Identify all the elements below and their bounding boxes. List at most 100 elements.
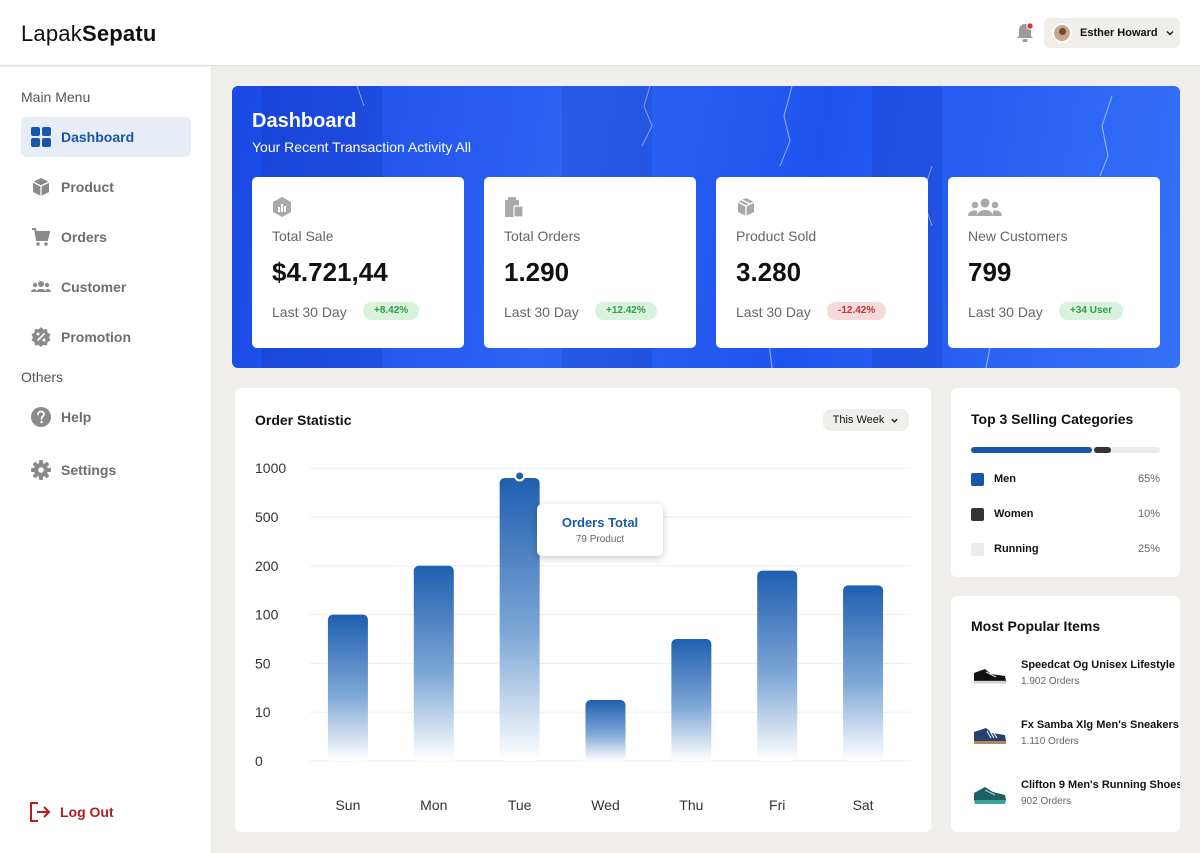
stat-card-total-sale[interactable]: Total Sale $4.721,44 Last 30 Day +8.42% (252, 177, 464, 348)
change-badge: +12.42% (595, 302, 657, 320)
logout-icon (30, 802, 51, 822)
user-name: Esther Howard (1080, 27, 1158, 39)
avatar (1052, 23, 1072, 43)
category-row-running: Running 25% (971, 542, 1160, 556)
bar-tue[interactable] (499, 477, 540, 761)
bar-mon[interactable] (413, 565, 454, 761)
x-tick-label: Mon (420, 797, 447, 813)
orders-total-tooltip: Orders Total 79 Product (537, 504, 663, 556)
sidebar-item-label: Orders (61, 229, 107, 245)
chevron-down-icon (1166, 31, 1174, 36)
bar-wed[interactable] (585, 700, 626, 761)
legend-swatch (971, 507, 984, 521)
sidebar-item-orders[interactable]: Orders (21, 217, 191, 257)
legend-swatch (971, 542, 984, 556)
stat-label: Product Sold (736, 228, 817, 244)
y-tick-label: 100 (255, 607, 279, 623)
highlight-point (514, 470, 526, 482)
blue-sneaker-icon (974, 728, 1006, 744)
item-orders: 902 Orders (1021, 796, 1072, 807)
item-orders: 1.110 Orders (1021, 736, 1079, 747)
range-select[interactable]: This Week (823, 409, 909, 431)
gear-icon (31, 460, 51, 480)
stat-card-product-sold[interactable]: Product Sold 3.280 Last 30 Day -12.42% (716, 177, 928, 348)
percent-badge-icon (31, 327, 51, 347)
popular-item[interactable]: Speedcat Og Unisex Lifestyle 1.902 Order… (971, 657, 1180, 691)
category-name: Women (994, 508, 1034, 520)
category-name: Running (994, 543, 1039, 555)
sidebar-item-help[interactable]: Help (21, 397, 191, 437)
stat-label: Total Orders (504, 228, 581, 244)
grid-icon (31, 127, 51, 147)
y-tick-label: 1000 (255, 460, 286, 476)
top-categories-title: Top 3 Selling Categories (971, 411, 1134, 427)
teal-running-shoe-icon (974, 787, 1006, 804)
sidebar-item-dashboard[interactable]: Dashboard (21, 117, 191, 157)
sidebar-item-product[interactable]: Product (21, 167, 191, 207)
order-statistic-title: Order Statistic (255, 412, 352, 428)
sidebar-item-customer[interactable]: Customer (21, 267, 191, 307)
legend-swatch (971, 472, 984, 486)
users-icon (31, 281, 51, 292)
bar-sun[interactable] (327, 614, 368, 761)
bar-fri[interactable] (757, 570, 798, 761)
item-orders: 1.902 Orders (1021, 676, 1080, 687)
dashboard-banner: Dashboard Your Recent Transaction Activi… (232, 86, 1180, 368)
y-tick-label: 10 (255, 704, 271, 720)
y-tick-label: 500 (255, 509, 279, 525)
package-icon (737, 198, 755, 216)
popular-item[interactable]: Fx Samba Xlg Men's Sneakers 1.110 Orders (971, 717, 1180, 751)
stat-card-total-orders[interactable]: Total Orders 1.290 Last 30 Day +12.42% (484, 177, 696, 348)
bar-sat[interactable] (843, 585, 884, 761)
category-percent: 25% (1137, 543, 1160, 555)
stat-value: $4.721,44 (272, 257, 388, 287)
others-heading: Others (21, 369, 64, 385)
sidebar-item-promotion[interactable]: Promotion (21, 317, 191, 357)
stat-period: Last 30 Day (272, 304, 347, 320)
sidebar-item-label: Customer (61, 279, 127, 295)
banner-title: Dashboard (252, 110, 357, 132)
logo-bold-text: Sepatu (81, 21, 157, 46)
black-sneaker-icon (973, 669, 1007, 684)
stat-period: Last 30 Day (504, 304, 579, 320)
sidebar-item-label: Help (61, 409, 92, 425)
logout-button[interactable]: Log Out (29, 801, 114, 823)
sidebar-item-label: Settings (61, 462, 117, 478)
x-tick-label: Sun (335, 797, 360, 813)
order-statistic-card: Order Statistic This Week 1000 500 200 100 5… (235, 388, 931, 832)
banner-subtitle: Your Recent Transaction Activity All (252, 139, 471, 155)
stat-period: Last 30 Day (736, 304, 811, 320)
top-categories-card: Top 3 Selling Categories Men 65% Women 1… (951, 388, 1180, 577)
customers-icon (968, 198, 1002, 216)
share-segment-men (971, 447, 1092, 453)
sidebar-item-settings[interactable]: Settings (21, 450, 191, 490)
y-tick-label: 50 (255, 655, 271, 671)
stat-label: Total Sale (272, 228, 334, 244)
bell-icon[interactable] (1015, 22, 1035, 44)
share-segment-women (1093, 447, 1111, 453)
range-select-value: This Week (832, 414, 885, 426)
tooltip-subtitle: 79 Product (575, 534, 625, 545)
category-row-men: Men 65% (971, 472, 1160, 486)
stat-card-new-customers[interactable]: New Customers 799 Last 30 Day +34 User (948, 177, 1160, 348)
user-menu[interactable]: Esther Howard (1044, 18, 1180, 48)
logo-light-text: Lapak (21, 21, 82, 46)
change-badge: +8.42% (363, 302, 420, 320)
stat-value: 3.280 (736, 257, 802, 287)
category-percent: 10% (1137, 508, 1160, 520)
main-menu-heading: Main Menu (21, 89, 91, 105)
category-percent: 65% (1137, 473, 1160, 485)
app-logo[interactable]: LapakSepatu (21, 21, 157, 47)
category-share-bar (971, 447, 1160, 453)
sidebar-item-label: Product (61, 179, 114, 195)
popular-items-card: Most Popular Items Speedcat Og Unisex Li… (951, 596, 1180, 832)
popular-item[interactable]: Clifton 9 Men's Running Shoes 902 Orders (971, 777, 1180, 811)
sidebar: Main Menu Dashboard Product Orders Custo… (0, 67, 212, 853)
y-tick-label: 0 (255, 753, 263, 769)
bar-thu[interactable] (671, 639, 712, 761)
x-tick-label: Wed (591, 797, 620, 813)
box-icon (32, 178, 50, 196)
popular-items-title: Most Popular Items (971, 618, 1101, 634)
question-icon (31, 407, 51, 427)
